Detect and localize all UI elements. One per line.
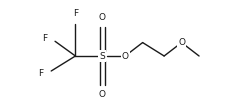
- Text: F: F: [73, 9, 78, 18]
- Text: S: S: [99, 52, 105, 60]
- Text: O: O: [99, 13, 105, 22]
- Text: F: F: [38, 69, 43, 78]
- Text: F: F: [42, 34, 47, 43]
- Text: O: O: [177, 38, 184, 47]
- Text: O: O: [99, 90, 105, 99]
- Text: O: O: [121, 52, 128, 60]
